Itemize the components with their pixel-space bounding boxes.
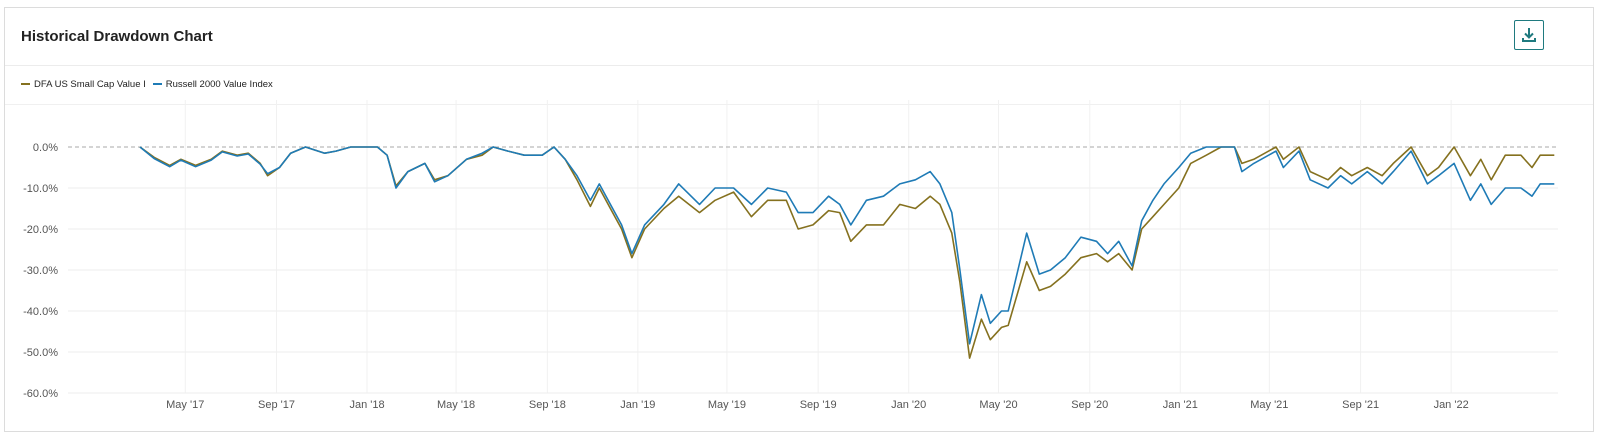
x-tick-label: Jan '19 <box>620 399 655 411</box>
drawdown-card: Historical Drawdown Chart DFA US Small C… <box>4 7 1594 432</box>
y-tick-label: -50.0% <box>23 347 58 359</box>
x-tick-label: May '19 <box>708 399 746 411</box>
x-tick-label: Sep '21 <box>1342 399 1379 411</box>
legend-label-russell: Russell 2000 Value Index <box>165 78 273 90</box>
y-tick-label: -20.0% <box>23 224 58 236</box>
x-tick-label: Sep '18 <box>529 399 566 411</box>
chart-legend: DFA US Small Cap Value I Russell 2000 Va… <box>21 77 280 91</box>
x-tick-label: May '18 <box>437 399 475 411</box>
download-icon <box>1522 28 1536 42</box>
legend-swatch-dfa <box>21 83 30 85</box>
y-tick-label: -60.0% <box>23 388 58 400</box>
chart-title: Historical Drawdown Chart <box>21 28 213 45</box>
x-tick-label: May '21 <box>1250 399 1288 411</box>
legend-item-russell[interactable]: Russell 2000 Value Index <box>152 78 273 90</box>
y-tick-label: 0.0% <box>33 142 58 154</box>
x-tick-label: May '17 <box>166 399 204 411</box>
x-tick-label: Jan '21 <box>1163 399 1198 411</box>
download-button[interactable] <box>1514 20 1544 50</box>
x-tick-label: Sep '17 <box>258 399 295 411</box>
x-tick-label: Sep '19 <box>800 399 837 411</box>
x-tick-label: Jan '18 <box>349 399 384 411</box>
y-tick-label: -30.0% <box>23 265 58 277</box>
x-tick-label: Jan '20 <box>891 399 926 411</box>
legend-label-dfa: DFA US Small Cap Value I <box>34 78 146 90</box>
card-header: Historical Drawdown Chart <box>5 8 1593 66</box>
x-tick-label: Jan '22 <box>1434 399 1469 411</box>
x-tick-label: Sep '20 <box>1071 399 1108 411</box>
legend-swatch-russell <box>152 83 162 85</box>
x-tick-label: May '20 <box>979 399 1017 411</box>
y-tick-label: -10.0% <box>23 183 58 195</box>
legend-item-dfa[interactable]: DFA US Small Cap Value I <box>21 79 146 90</box>
series-line-dfa <box>139 146 1555 359</box>
legend-divider <box>5 104 1593 105</box>
y-tick-label: -40.0% <box>23 306 58 318</box>
series-line-russell <box>139 146 1555 345</box>
